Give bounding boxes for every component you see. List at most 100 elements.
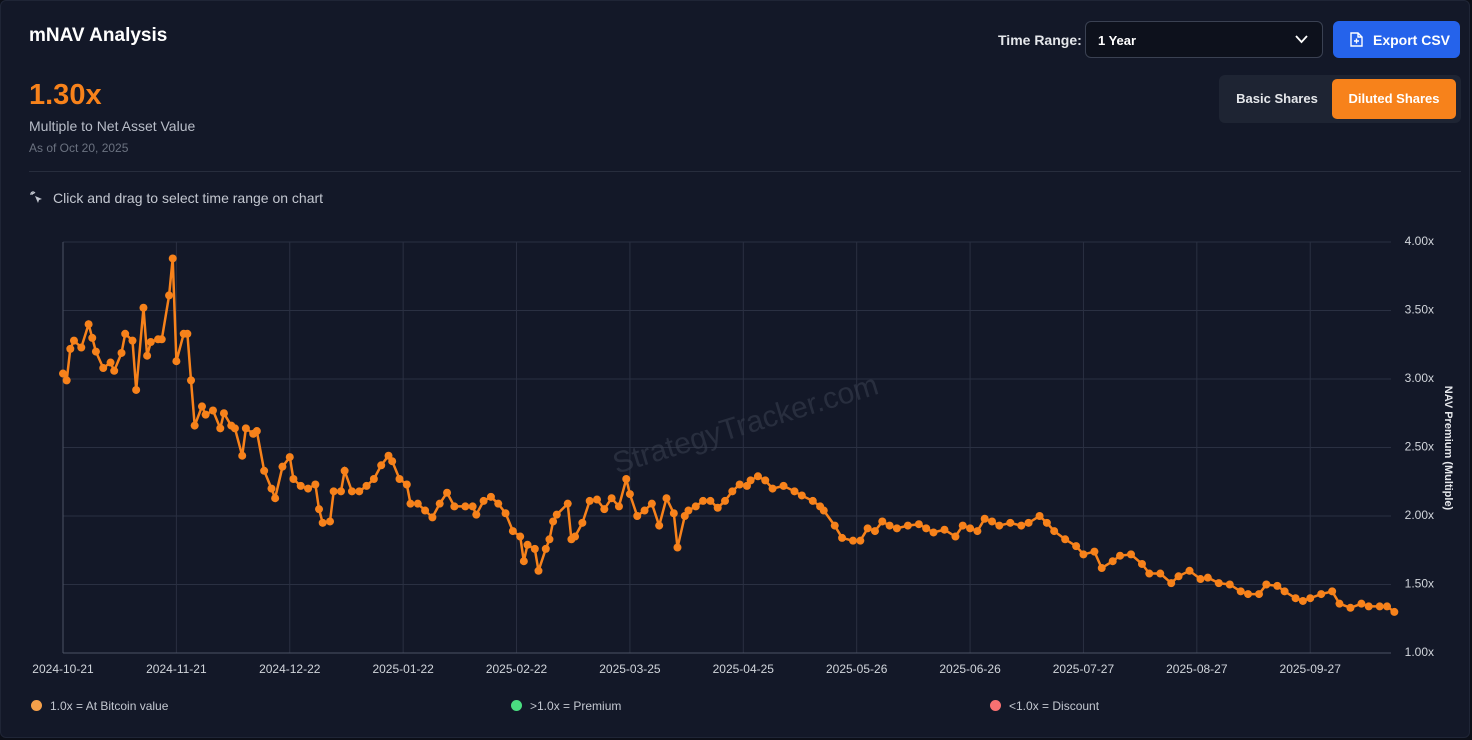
hint: Click and drag to select time range on c… (53, 190, 324, 206)
data-point (1328, 587, 1337, 596)
export-button[interactable]: Export CSV (1333, 21, 1460, 58)
data-point (625, 490, 634, 499)
data-point (252, 427, 261, 436)
data-point (1255, 590, 1264, 599)
data-point (519, 557, 528, 566)
legend-dot (511, 700, 522, 711)
data-point (995, 521, 1004, 530)
divider (29, 171, 1461, 172)
data-point (728, 487, 737, 496)
data-point (1072, 542, 1081, 551)
watermark: StrategyTracker.com (609, 368, 882, 480)
data-point (238, 451, 247, 460)
x-tick-label: 2025-03-25 (599, 662, 661, 676)
data-point (673, 543, 682, 552)
data-point (808, 496, 817, 505)
time-range-label: Time Range: (998, 32, 1082, 48)
data-point (99, 364, 108, 373)
legend-label: 1.0x = At Bitcoin value (50, 699, 169, 713)
data-point (486, 492, 495, 501)
data-point (285, 453, 294, 462)
data-point (797, 491, 806, 500)
data-point (914, 520, 923, 529)
data-point (289, 475, 298, 484)
data-point (549, 517, 558, 526)
data-point (77, 343, 86, 352)
data-point (267, 484, 276, 493)
data-point (1244, 590, 1253, 599)
data-point (377, 461, 386, 470)
chart[interactable]: 1.00x 1.50x 2.00x 2.50x 3.00x 3.50x 4.00x 2024-… (1, 221, 1471, 731)
data-point (435, 499, 444, 508)
data-point (197, 402, 206, 411)
data-point (578, 518, 587, 527)
data-point (552, 510, 561, 519)
data-point (563, 499, 572, 508)
data-point (172, 357, 181, 366)
data-point (428, 513, 437, 522)
data-point (593, 495, 601, 504)
data-point (691, 502, 700, 511)
data-point (183, 329, 192, 338)
data-point (746, 476, 755, 485)
data-point (545, 535, 554, 544)
data-point (929, 528, 938, 537)
data-point (640, 506, 649, 515)
y-tick-label: 2.00x (1405, 508, 1434, 522)
data-point (347, 487, 356, 496)
y-tick-label: 4.00x (1405, 234, 1434, 248)
data-point (1185, 566, 1194, 575)
data-point (1108, 557, 1117, 566)
data-point (1137, 559, 1146, 568)
data-point (1006, 518, 1015, 527)
data-point (128, 336, 137, 345)
data-point (1017, 521, 1026, 530)
data-point (187, 376, 196, 385)
data-point (1097, 564, 1106, 573)
legend-label: >1.0x = Premium (530, 699, 622, 713)
data-point (201, 410, 210, 419)
x-tick-label: 2025-02-22 (486, 662, 548, 676)
data-point (84, 320, 93, 329)
data-point (922, 524, 931, 533)
data-point (940, 525, 949, 534)
data-point (461, 502, 470, 511)
data-point (1262, 580, 1271, 589)
diluted-shares[interactable]: Diluted Shares (1332, 79, 1456, 119)
data-point (494, 499, 503, 508)
data-point (980, 514, 989, 523)
data-point (271, 494, 280, 503)
basic-shares[interactable]: Basic Shares (1236, 91, 1318, 106)
data-point (988, 517, 997, 526)
data-point (878, 517, 887, 526)
data-point (318, 518, 327, 527)
data-point (721, 496, 730, 505)
legend-item: >1.0x = Premium (511, 699, 622, 713)
data-point (1357, 599, 1366, 608)
data-point (472, 510, 481, 519)
data-point (768, 484, 777, 493)
data-point (1079, 550, 1088, 559)
data-point (421, 506, 430, 515)
data-point (132, 385, 141, 394)
data-point (139, 303, 148, 312)
time-range-select[interactable]: 1 Year (1085, 21, 1323, 58)
data-point (168, 254, 177, 263)
data-point (684, 506, 693, 515)
data-point (713, 503, 722, 512)
data-point (59, 369, 67, 378)
data-point (830, 521, 839, 530)
y-tick-label: 2.50x (1405, 440, 1434, 454)
data-point (315, 505, 324, 514)
data-point (304, 484, 313, 493)
data-point (1280, 587, 1289, 596)
data-point (157, 335, 166, 344)
data-point (607, 494, 616, 503)
data-point (388, 457, 397, 466)
as-of-date: As of Oct 20, 2025 (29, 141, 129, 155)
data-point (326, 517, 334, 526)
data-point (885, 521, 894, 530)
x-tick-label: 2024-11-21 (146, 662, 207, 676)
data-point (706, 496, 715, 505)
